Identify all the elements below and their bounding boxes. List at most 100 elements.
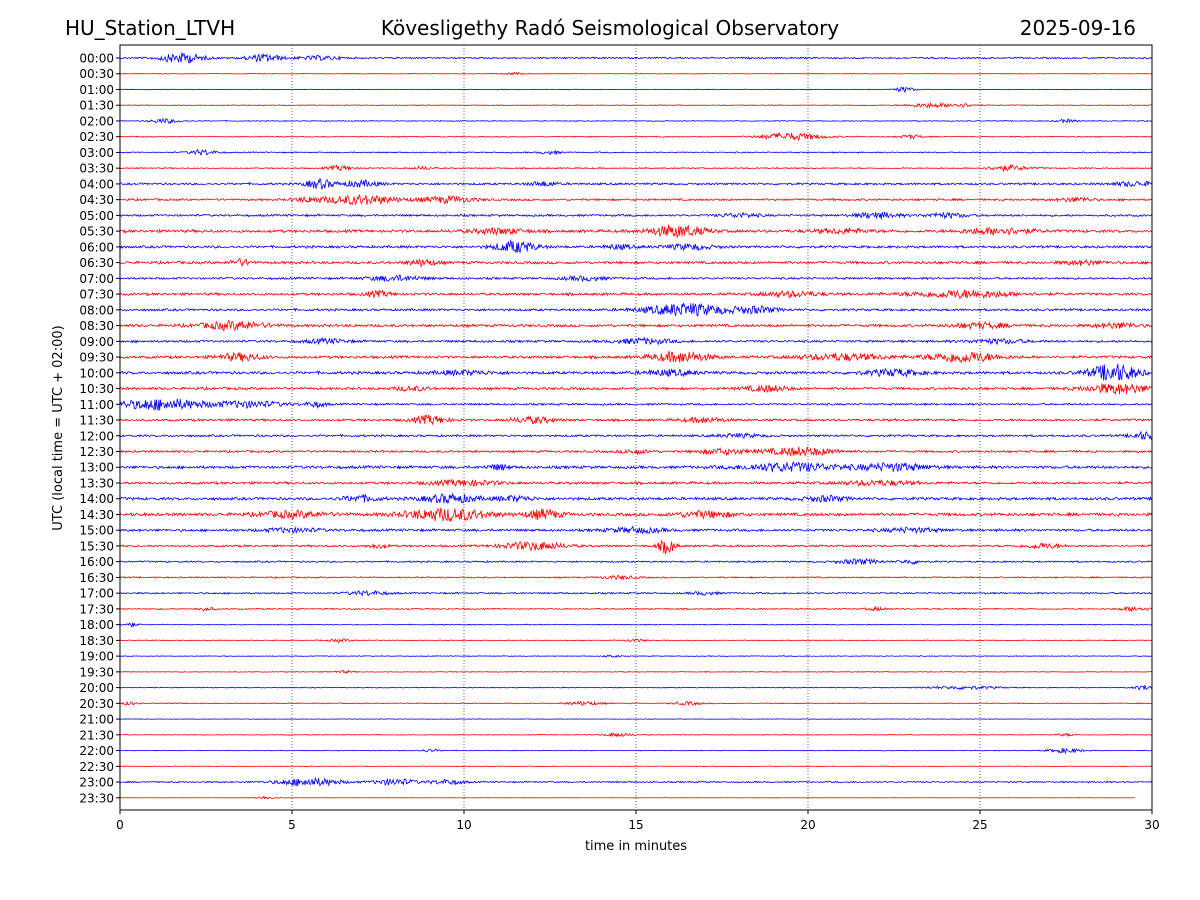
trace-0900: [119, 336, 1153, 346]
y-tick-label: 03:00: [79, 146, 114, 160]
y-tick-label: 04:00: [79, 177, 114, 191]
y-tick-label: 21:30: [79, 728, 114, 742]
trace-0400: [119, 177, 1153, 190]
y-tick-label: 00:30: [79, 67, 114, 81]
trace-2230: [119, 765, 1153, 768]
y-tick-label: 08:30: [79, 319, 114, 333]
y-tick-label: 23:00: [79, 776, 114, 790]
trace-layer: [119, 52, 1153, 800]
trace-0730: [119, 289, 1153, 300]
y-tick-label: 22:30: [79, 760, 114, 774]
trace-0430: [119, 194, 1153, 206]
y-tick-label: 09:00: [79, 335, 114, 349]
trace-1930: [119, 669, 1153, 674]
x-tick-label: 25: [972, 818, 987, 832]
y-tick-label: 11:30: [79, 414, 114, 428]
x-axis-label: time in minutes: [585, 839, 687, 854]
y-tick-label: 07:00: [79, 272, 114, 286]
trace-1430: [119, 507, 1153, 522]
trace-2100: [119, 718, 1153, 720]
trace-0330: [119, 163, 1153, 173]
trace-1400: [119, 492, 1153, 505]
chart-title: Kövesligethy Radó Seismological Observat…: [380, 16, 840, 40]
y-tick-label: 11:00: [79, 398, 114, 412]
trace-0100: [119, 86, 1153, 93]
y-tick-label: 20:00: [79, 681, 114, 695]
trace-2300: [119, 777, 1153, 787]
y-tick-label: 05:30: [79, 225, 114, 239]
trace-2030: [119, 700, 1153, 707]
y-tick-label: 21:00: [79, 713, 114, 727]
grid-layer: [291, 45, 981, 810]
y-tick-label: 03:30: [79, 162, 114, 176]
trace-0630: [119, 257, 1153, 267]
x-ticks: 0 5 10 15 20 25 30: [116, 810, 1160, 832]
y-tick-label: 18:30: [79, 634, 114, 648]
y-tick-label: 07:30: [79, 288, 114, 302]
trace-1330: [119, 478, 1153, 487]
station-name: HU_Station_LTVH: [65, 16, 236, 40]
y-tick-label: 14:00: [79, 492, 114, 506]
trace-1600: [119, 557, 1153, 566]
trace-0600: [119, 239, 1153, 254]
trace-1200: [119, 430, 1153, 441]
trace-1630: [119, 574, 1153, 581]
x-tick-label: 0: [116, 818, 124, 832]
y-tick-label: 15:30: [79, 539, 114, 553]
trace-0800: [119, 302, 1153, 317]
trace-2000: [119, 684, 1153, 691]
y-tick-label: 20:30: [79, 697, 114, 711]
y-tick-label: 17:30: [79, 602, 114, 616]
trace-0530: [119, 224, 1153, 238]
trace-0930: [119, 350, 1153, 364]
y-tick-label: 23:30: [79, 791, 114, 805]
y-tick-label: 14:30: [79, 508, 114, 522]
x-tick-label: 30: [1144, 818, 1159, 832]
trace-0700: [119, 274, 1153, 283]
y-tick-label: 01:30: [79, 99, 114, 113]
trace-0830: [119, 319, 1153, 331]
trace-1000: [119, 363, 1153, 381]
y-tick-label: 19:30: [79, 665, 114, 679]
trace-1500: [119, 525, 1153, 535]
y-tick-label: 10:30: [79, 382, 114, 396]
y-tick-label: 19:00: [79, 650, 114, 664]
trace-2200: [119, 747, 1153, 755]
trace-1830: [119, 638, 1153, 643]
y-tick-label: 16:00: [79, 555, 114, 569]
y-tick-label: 12:30: [79, 445, 114, 459]
y-tick-label: 10:00: [79, 366, 114, 380]
x-tick-label: 15: [628, 818, 643, 832]
trace-2130: [119, 732, 1153, 738]
trace-1800: [119, 622, 1153, 629]
trace-0130: [119, 102, 1153, 109]
trace-1700: [119, 589, 1153, 597]
x-tick-label: 20: [800, 818, 815, 832]
y-tick-label: 04:30: [79, 193, 114, 207]
trace-0500: [119, 211, 1153, 220]
trace-1900: [119, 654, 1152, 658]
y-tick-label: 06:00: [79, 240, 114, 254]
y-tick-label: 18:00: [79, 618, 114, 632]
y-tick-label: 17:00: [79, 587, 114, 601]
y-tick-label: 13:30: [79, 476, 114, 490]
y-tick-label: 16:30: [79, 571, 114, 585]
trace-1300: [119, 461, 1153, 473]
trace-1530: [119, 539, 1153, 555]
trace-2330: [119, 795, 1135, 800]
trace-1030: [119, 383, 1153, 396]
y-tick-label: 09:30: [79, 351, 114, 365]
y-tick-label: 22:00: [79, 744, 114, 758]
y-tick-label: 12:00: [79, 429, 114, 443]
x-tick-label: 5: [288, 818, 296, 832]
y-tick-label: 05:00: [79, 209, 114, 223]
y-tick-label: 13:00: [79, 461, 114, 475]
trace-1100: [119, 398, 1153, 411]
y-tick-label: 02:00: [79, 114, 114, 128]
y-axis-label: UTC (local time = UTC + 02:00): [51, 325, 66, 530]
trace-1130: [119, 414, 1153, 426]
trace-0030: [119, 71, 1153, 76]
